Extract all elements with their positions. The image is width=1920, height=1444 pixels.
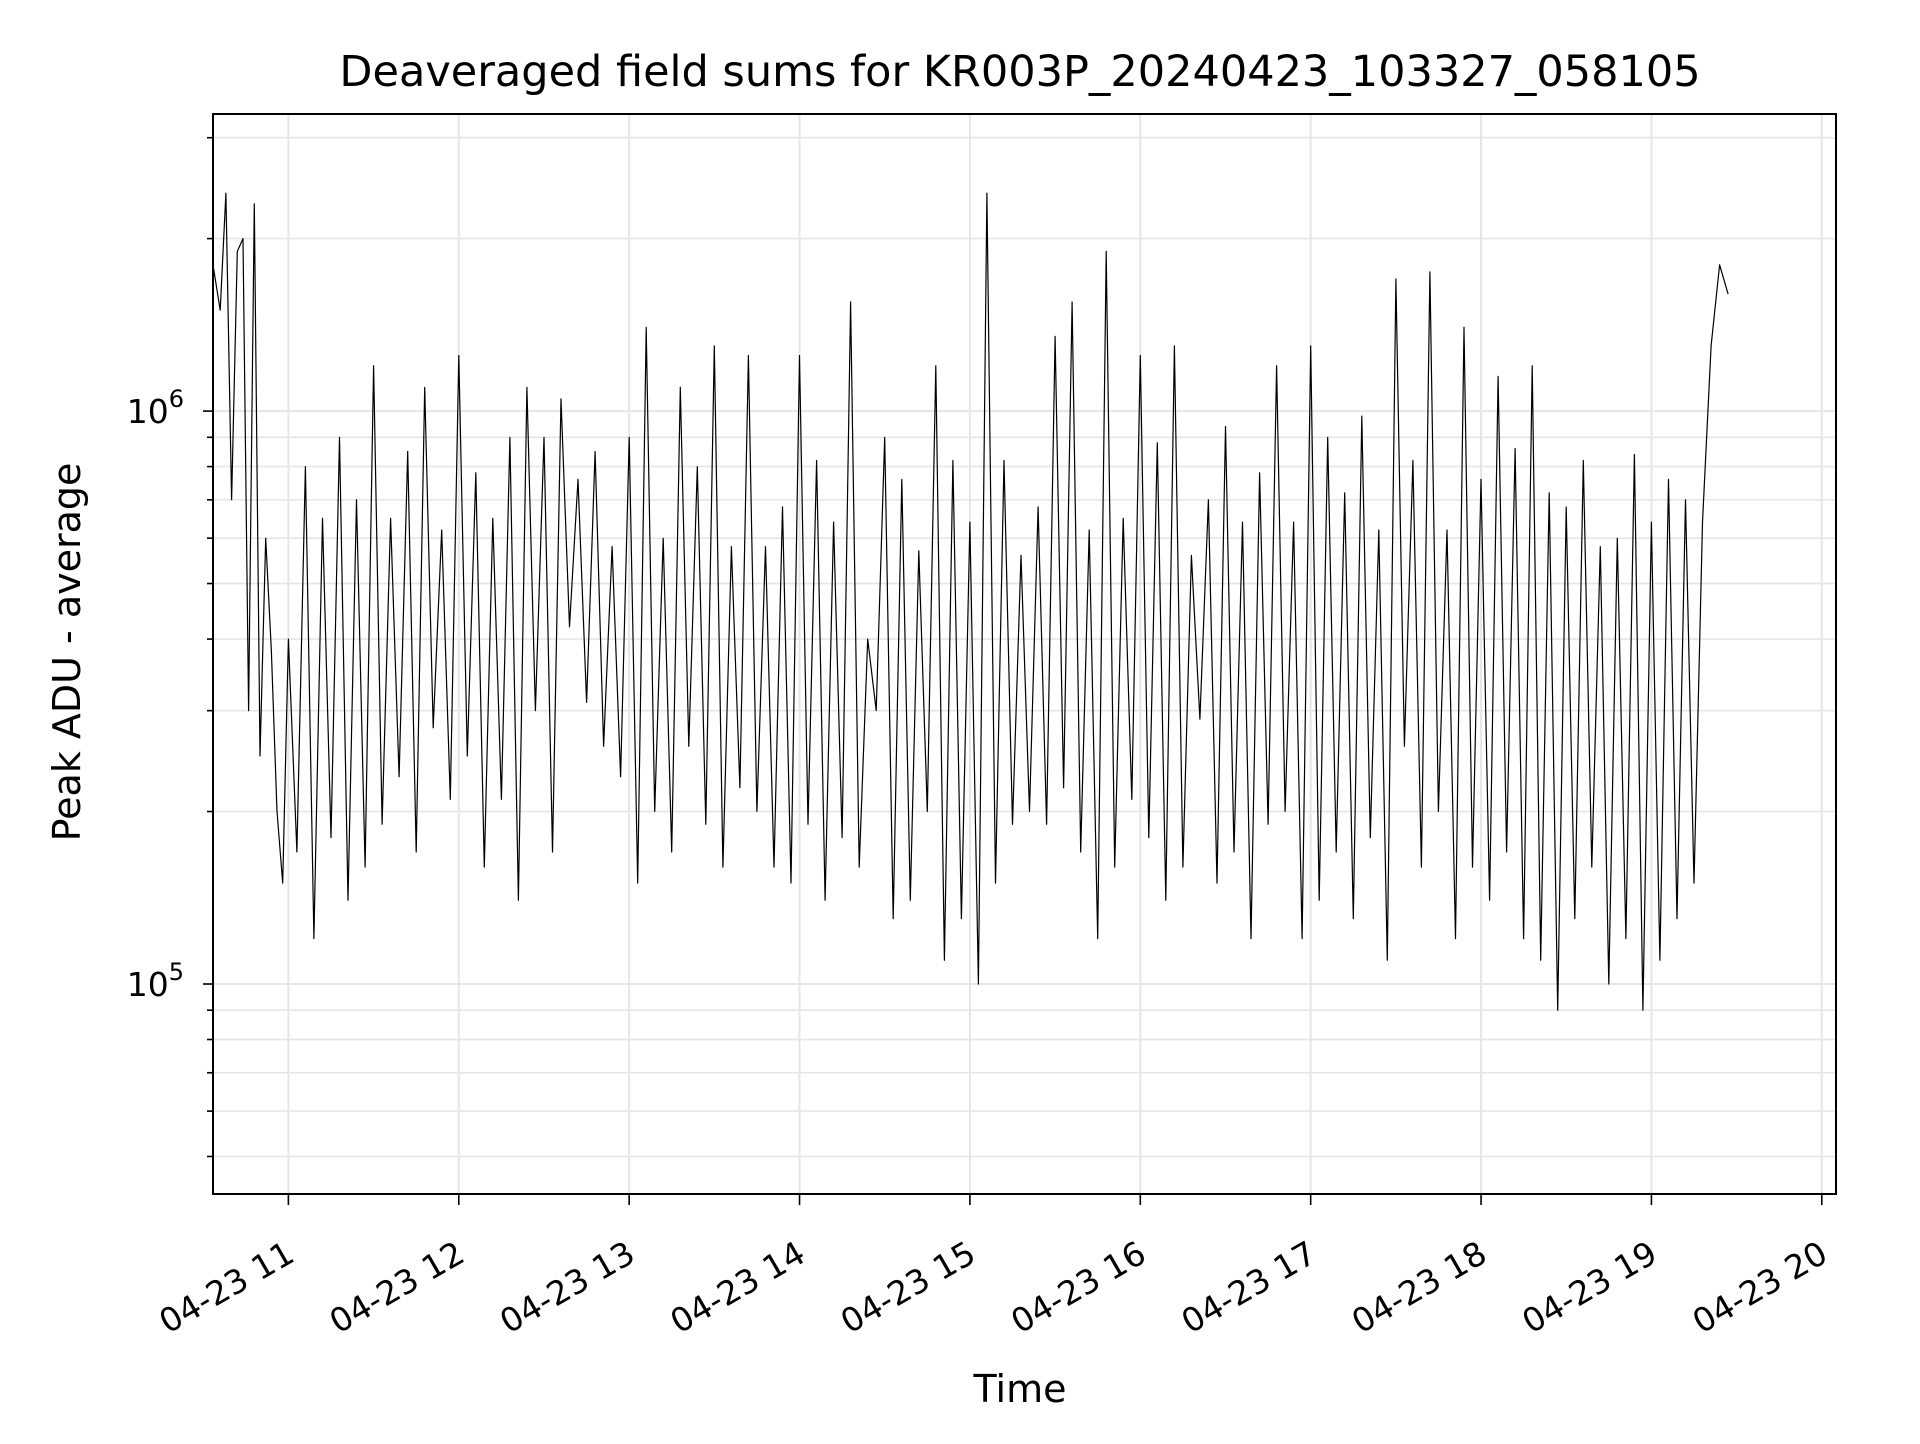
plot-frame xyxy=(212,113,1837,1195)
chart-title: Deaveraged field sums for KR003P_2024042… xyxy=(339,47,1700,97)
y-tick-label: 106 xyxy=(127,385,184,431)
y-tick-label: 105 xyxy=(127,958,184,1004)
data-layer xyxy=(212,192,1729,1011)
y-axis-label: Peak ADU - average xyxy=(45,463,89,842)
x-axis-label: Time xyxy=(973,1367,1067,1411)
y-tick-label-base: 10 xyxy=(127,392,169,431)
y-tick-label-exponent: 6 xyxy=(169,385,184,413)
y-tick-label-base: 10 xyxy=(127,965,169,1004)
series-line xyxy=(212,192,1729,1011)
y-tick-label-exponent: 5 xyxy=(169,958,184,986)
